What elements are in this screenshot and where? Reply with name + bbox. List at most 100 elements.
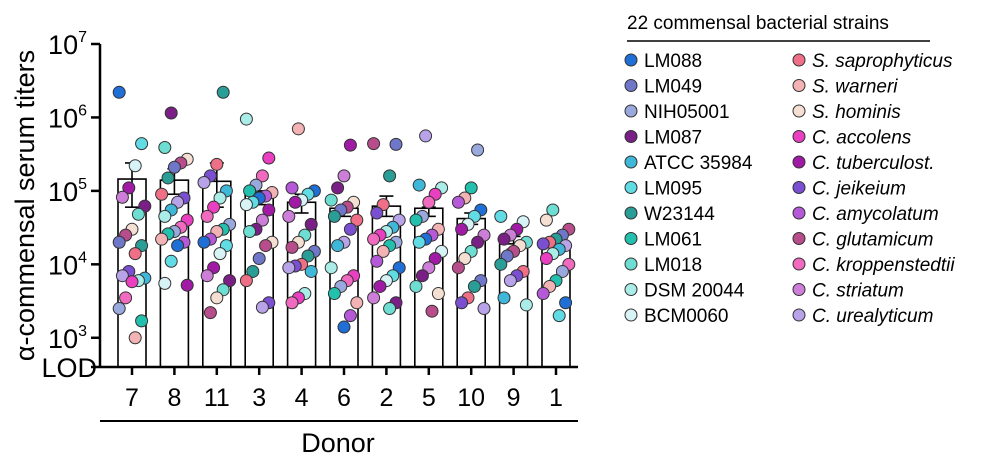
data-point	[197, 235, 211, 249]
data-point	[164, 106, 178, 120]
legend-swatch	[792, 130, 806, 143]
data-point	[304, 264, 318, 278]
data-point	[471, 143, 485, 157]
data-point	[255, 300, 269, 314]
legend-swatch	[624, 283, 638, 296]
data-point	[409, 279, 423, 293]
donor-label: 6	[337, 384, 351, 412]
data-point	[455, 222, 469, 236]
data-point	[428, 252, 442, 266]
data-point	[519, 298, 533, 312]
legend-entry: BCM0060	[644, 306, 729, 327]
legend-swatch	[792, 155, 806, 169]
legend-entry: S. hominis	[812, 102, 901, 123]
data-point	[180, 278, 194, 292]
data-point	[494, 209, 508, 223]
data-point	[262, 203, 276, 217]
legend-swatch	[624, 206, 638, 220]
donor-label: 1	[549, 384, 563, 412]
legend-entry: LM095	[644, 179, 702, 200]
data-point	[122, 181, 136, 195]
legend-swatch	[624, 181, 638, 194]
data-point	[255, 169, 269, 183]
data-point	[259, 239, 273, 253]
data-point	[207, 200, 221, 214]
legend-entry: C. glutamicum	[812, 230, 933, 251]
y-tick-exponent: 6	[78, 102, 87, 119]
data-point	[383, 302, 397, 316]
data-point	[343, 222, 357, 236]
data-point	[331, 181, 345, 195]
data-point	[383, 169, 397, 183]
data-point	[412, 178, 426, 192]
legend-entry: C. amycolatum	[812, 204, 939, 225]
data-point	[419, 129, 433, 143]
donor-label: 8	[167, 384, 181, 412]
y-tick-base: 10	[48, 324, 78, 354]
legend-entry: C. tuberculost.	[812, 153, 935, 174]
data-point	[158, 276, 172, 290]
data-point	[213, 247, 227, 261]
y-axis-title: α-commensal serum titers	[10, 50, 40, 361]
data-point	[367, 232, 381, 246]
legend-swatch	[792, 232, 806, 245]
data-point	[373, 279, 387, 293]
legend-swatch	[624, 232, 638, 245]
data-point	[324, 193, 338, 207]
data-point	[239, 112, 253, 126]
y-tick-base: 10	[48, 103, 78, 133]
donor-label: 9	[507, 384, 521, 412]
legend-entry: LM088	[644, 51, 702, 72]
data-point	[458, 252, 472, 266]
y-tick-label: 104	[48, 249, 87, 280]
data-point	[451, 261, 465, 275]
legend-swatch	[624, 104, 638, 118]
legend-entry: S. saprophyticus	[812, 51, 953, 72]
data-point	[167, 160, 181, 174]
data-point	[243, 224, 257, 238]
donor-label: 11	[204, 384, 230, 412]
y-tick-label: 103	[48, 323, 87, 354]
y-tick-exponent: 4	[78, 249, 87, 266]
legend-swatch	[792, 181, 806, 194]
data-point	[135, 137, 149, 151]
data-point	[200, 269, 214, 283]
data-point	[425, 304, 439, 318]
data-point	[337, 320, 351, 334]
data-point	[210, 291, 224, 305]
legend-entry: C. jeikeium	[812, 179, 906, 200]
y-tick-base: 10	[48, 177, 78, 207]
data-point	[128, 247, 142, 261]
data-point	[350, 296, 364, 310]
data-point	[197, 176, 211, 190]
data-point	[539, 213, 553, 227]
data-point	[285, 181, 299, 195]
data-point	[350, 213, 364, 227]
x-axis-title: Donor	[301, 428, 375, 458]
data-point	[288, 195, 302, 209]
data-point	[161, 171, 175, 185]
data-point	[158, 209, 172, 223]
legend-swatch	[792, 79, 806, 92]
data-point	[285, 296, 299, 310]
legend-swatch	[624, 155, 638, 169]
data-point	[125, 275, 139, 289]
data-point	[155, 232, 169, 246]
donor-label: 7	[125, 384, 139, 412]
y-tick-base: 10	[48, 30, 78, 60]
data-point	[337, 169, 351, 183]
data-point	[324, 261, 338, 275]
y-tick-label: 105	[48, 176, 87, 207]
data-point	[164, 254, 178, 268]
data-point	[262, 151, 276, 165]
data-point	[389, 137, 403, 151]
data-point	[203, 306, 217, 320]
legend-swatch	[792, 308, 806, 322]
data-point	[327, 287, 341, 301]
data-point	[552, 309, 566, 323]
legend-entry: LM061	[644, 230, 702, 251]
legend-entry: LM018	[644, 255, 702, 276]
legend-entry: C. urealyticum	[812, 306, 933, 327]
